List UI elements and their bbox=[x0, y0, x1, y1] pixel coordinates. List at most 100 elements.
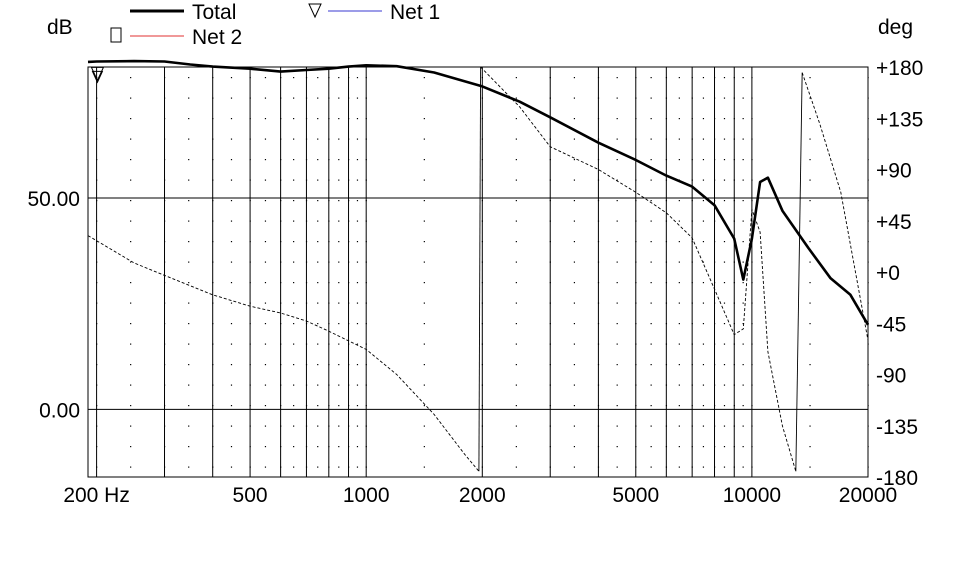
grid-dot bbox=[365, 446, 367, 448]
grid-dot bbox=[264, 446, 267, 448]
grid-dot bbox=[293, 323, 295, 325]
grid-dot bbox=[573, 466, 576, 468]
grid-dot bbox=[702, 118, 705, 120]
grid-dot bbox=[317, 138, 319, 140]
grid-dot bbox=[348, 425, 350, 427]
grid-dot bbox=[423, 261, 425, 263]
grid-dot bbox=[280, 179, 282, 181]
grid-dot bbox=[635, 405, 637, 407]
grid-dot bbox=[188, 384, 190, 386]
grid-dot bbox=[691, 261, 693, 263]
grid-dot bbox=[317, 159, 319, 161]
grid-dot bbox=[328, 282, 330, 284]
grid-dot bbox=[733, 466, 735, 468]
grid-dot bbox=[264, 138, 267, 140]
grid-dot bbox=[365, 405, 367, 407]
phase-wrap-connector bbox=[478, 66, 482, 472]
grid-dot bbox=[264, 302, 267, 304]
grid-dot bbox=[665, 323, 668, 325]
grid-dot bbox=[305, 323, 308, 325]
grid-dot bbox=[635, 425, 637, 427]
grid-dot bbox=[809, 446, 811, 448]
grid-dot bbox=[742, 159, 744, 161]
grid-dot bbox=[230, 323, 233, 325]
grid-dot bbox=[549, 261, 551, 263]
grid-dot bbox=[702, 425, 705, 427]
grid-dot bbox=[733, 77, 735, 79]
grid-dot bbox=[264, 159, 267, 161]
grid-dot bbox=[96, 302, 98, 304]
grid-dot bbox=[96, 343, 98, 345]
grid-dot bbox=[230, 159, 233, 161]
grid-dot bbox=[130, 241, 132, 243]
grid-dot bbox=[264, 405, 267, 407]
grid-dot bbox=[481, 446, 483, 448]
grid-dot bbox=[317, 261, 319, 263]
grid-dot bbox=[650, 384, 652, 386]
grid-dot bbox=[742, 138, 744, 140]
grid-dot bbox=[751, 77, 753, 79]
grid-dot bbox=[212, 446, 214, 448]
grid-dot bbox=[481, 282, 483, 284]
grid-dot bbox=[188, 343, 190, 345]
grid-dot bbox=[723, 179, 726, 181]
grid-dot bbox=[691, 323, 693, 325]
grid-dot bbox=[481, 138, 483, 140]
grid-dot bbox=[212, 261, 214, 263]
grid-dot bbox=[549, 138, 551, 140]
grid-dot bbox=[365, 138, 367, 140]
grid-dot bbox=[635, 446, 637, 448]
grid-dot bbox=[365, 425, 367, 427]
grid-dot bbox=[515, 241, 517, 243]
grid-dot bbox=[678, 261, 680, 263]
grid-dot bbox=[723, 118, 726, 120]
grid-dot bbox=[650, 241, 652, 243]
grid-dot bbox=[230, 466, 233, 468]
grid-dot bbox=[616, 282, 618, 284]
grid-dot bbox=[723, 446, 726, 448]
grid-dot bbox=[714, 323, 716, 325]
grid-dot bbox=[328, 118, 330, 120]
grid-dot bbox=[714, 138, 716, 140]
grid-dot bbox=[714, 241, 716, 243]
grid-dot bbox=[714, 282, 716, 284]
grid-dot bbox=[423, 323, 425, 325]
grid-dot bbox=[96, 384, 98, 386]
grid-dot bbox=[164, 425, 166, 427]
grid-dot bbox=[481, 220, 483, 222]
grid-dot bbox=[293, 200, 295, 202]
grid-dot bbox=[751, 405, 753, 407]
grid-dot bbox=[164, 364, 166, 366]
x-tick-label: 1000 bbox=[343, 484, 390, 507]
grid-dot bbox=[423, 118, 425, 120]
grid-dot bbox=[691, 200, 693, 202]
grid-dot bbox=[249, 343, 251, 345]
grid-dot bbox=[597, 261, 600, 263]
grid-dot bbox=[650, 282, 652, 284]
grid-dot bbox=[305, 302, 308, 304]
grid-dot bbox=[635, 384, 637, 386]
grid-dot bbox=[515, 159, 517, 161]
grid-dot bbox=[130, 405, 132, 407]
grid-dot bbox=[665, 97, 668, 99]
grid-dot bbox=[597, 97, 600, 99]
grid-dot bbox=[164, 200, 166, 202]
grid-dot bbox=[723, 97, 726, 99]
grid-dot bbox=[317, 97, 319, 99]
grid-dot bbox=[356, 302, 359, 304]
grid-dot bbox=[742, 343, 744, 345]
grid-dot bbox=[678, 200, 680, 202]
grid-dot bbox=[597, 343, 600, 345]
grid-dot bbox=[188, 425, 190, 427]
grid-dot bbox=[356, 282, 359, 284]
grid-dot bbox=[733, 200, 735, 202]
grid-dot bbox=[96, 405, 98, 407]
grid-dot bbox=[723, 138, 726, 140]
grid-dot bbox=[249, 323, 251, 325]
grid-dot bbox=[293, 77, 295, 79]
grid-dot bbox=[280, 323, 282, 325]
grid-dot bbox=[616, 466, 618, 468]
grid-dot bbox=[293, 405, 295, 407]
grid-dot bbox=[650, 323, 652, 325]
grid-dot bbox=[280, 261, 282, 263]
